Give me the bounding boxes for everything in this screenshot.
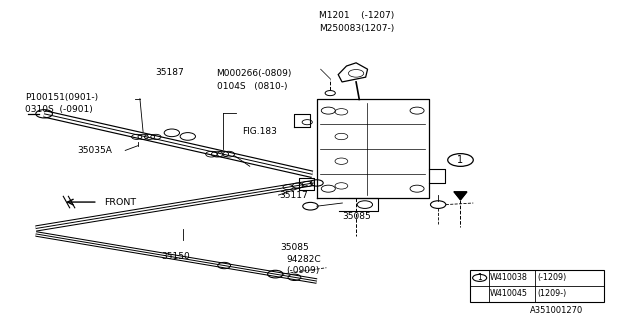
Text: (-0909): (-0909) xyxy=(286,266,319,276)
Text: 94282C: 94282C xyxy=(286,255,321,264)
Text: W410038: W410038 xyxy=(490,273,528,282)
Text: 35035A: 35035A xyxy=(77,146,112,155)
Text: P100151(0901-): P100151(0901-) xyxy=(25,93,98,102)
Text: 35117: 35117 xyxy=(279,190,308,200)
Text: M1201    (-1207): M1201 (-1207) xyxy=(319,12,394,20)
Text: 35150: 35150 xyxy=(162,252,190,261)
Polygon shape xyxy=(454,192,467,200)
Text: 1: 1 xyxy=(458,155,463,165)
Text: W410045: W410045 xyxy=(490,289,528,298)
Text: 35085: 35085 xyxy=(342,212,371,221)
Text: 1: 1 xyxy=(477,273,482,282)
Text: FRONT: FRONT xyxy=(104,197,136,206)
Polygon shape xyxy=(338,63,367,82)
Bar xyxy=(470,270,604,302)
Text: (1209-): (1209-) xyxy=(537,289,566,298)
Text: 35187: 35187 xyxy=(156,68,184,77)
Text: 35085: 35085 xyxy=(280,243,309,252)
Text: 0104S   (0810-): 0104S (0810-) xyxy=(216,82,287,91)
Text: FIG.183: FIG.183 xyxy=(242,127,277,136)
Text: 0310S  (-0901): 0310S (-0901) xyxy=(25,105,93,114)
Text: M000266(-0809): M000266(-0809) xyxy=(216,69,292,78)
Text: A351001270: A351001270 xyxy=(529,306,582,315)
Text: (-1209): (-1209) xyxy=(537,273,566,282)
Text: M250083(1207-): M250083(1207-) xyxy=(319,24,394,33)
